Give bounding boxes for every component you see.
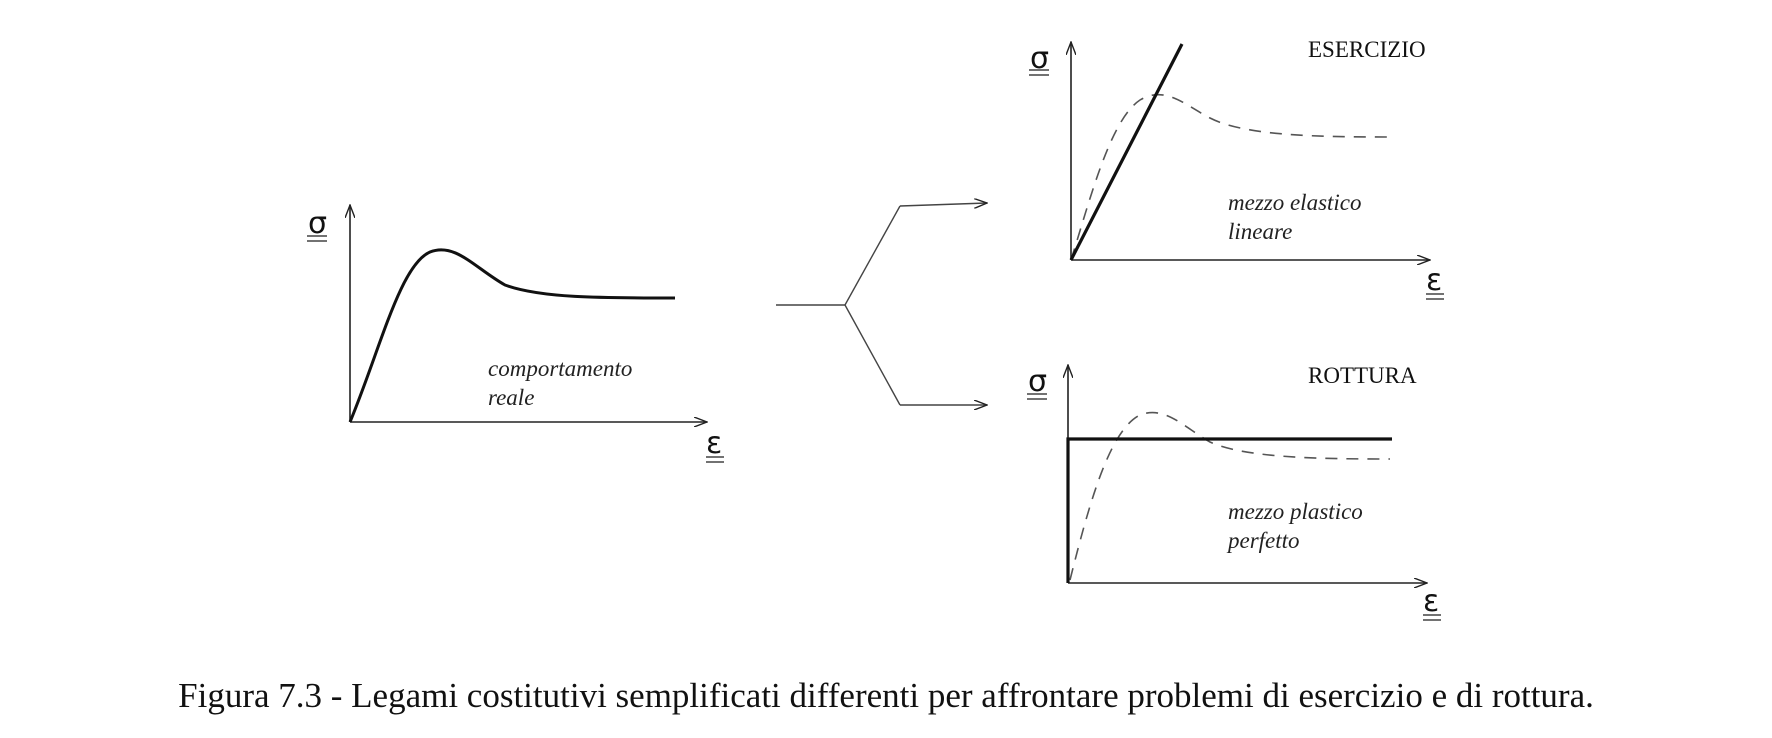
top-panel-title: ESERCIZIO [1308,37,1426,62]
figure-caption: Figura 7.3 - Legami costitutivi semplifi… [178,676,1594,715]
bottom-note-line2: perfetto [1226,528,1300,553]
bottom-epsilon-label: ε [1423,584,1439,619]
connector-lower-diagonal [844,304,901,406]
left-note-line2: reale [488,385,534,410]
real-behaviour-curve [348,248,676,423]
connector-upper-arrow [899,203,987,206]
linear-elastic-line [1069,43,1184,261]
top-sigma-label: σ [1030,41,1049,76]
bottom-panel-title: ROTTURA [1308,363,1417,388]
connector-upper-diagonal [844,205,901,306]
bottom-real-curve-dashed [1069,411,1391,581]
top-epsilon-label: ε [1426,263,1442,298]
left-epsilon-label: ε [706,426,722,461]
top-note-line1: mezzo elastico [1228,190,1362,215]
branch-connector [776,203,987,405]
bottom-note-line1: mezzo plastico [1228,499,1363,524]
perfectly-plastic-line [1066,437,1392,583]
left-sigma-label: σ [308,206,327,241]
left-panel: σ ε comportamento reale [307,205,724,463]
bottom-right-panel: ROTTURA σ ε mezzo plastico perfetto [1027,363,1441,621]
bottom-sigma-label: σ [1028,364,1047,399]
top-note-line2: lineare [1228,219,1292,244]
top-right-panel: ESERCIZIO σ ε mezzo elastico lineare [1029,37,1444,300]
top-real-curve-dashed [1070,94,1391,261]
left-note-line1: comportamento [488,356,632,381]
